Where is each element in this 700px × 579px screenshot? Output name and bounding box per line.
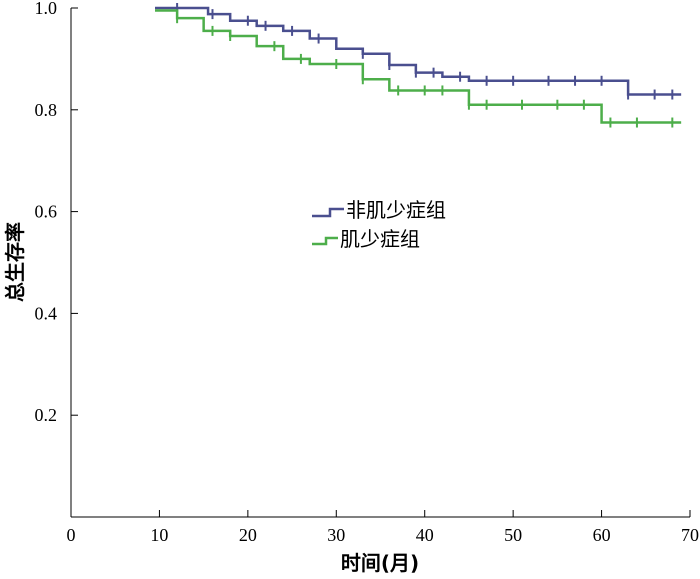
legend-swatch-non-sarcopenia bbox=[312, 207, 344, 218]
legend: 非肌少症组 肌少症组 bbox=[312, 198, 446, 251]
axis-ticks: 0 10 20 30 40 50 60 70 0.2 0.4 0.6 0.8 1.0 bbox=[35, 0, 700, 545]
x-axis-title: 时间(月) bbox=[341, 551, 419, 575]
y-tick-label: 1.0 bbox=[35, 0, 58, 18]
series-line-non-sarcopenia bbox=[155, 6, 682, 96]
y-tick-label: 0.6 bbox=[35, 202, 58, 222]
y-tick-label: 0.4 bbox=[35, 303, 58, 323]
x-tick-label: 30 bbox=[327, 525, 345, 545]
plot-area bbox=[70, 8, 690, 518]
x-tick-label: 0 bbox=[67, 525, 76, 545]
series-layer bbox=[155, 3, 682, 128]
legend-label-sarcopenia: 肌少症组 bbox=[340, 227, 420, 251]
y-axis-title: 总生存率 bbox=[3, 222, 27, 302]
x-tick-label: 10 bbox=[150, 525, 168, 545]
x-tick-label: 20 bbox=[239, 525, 257, 545]
y-tick-label: 0.8 bbox=[35, 100, 58, 120]
y-tick-label: 0.2 bbox=[35, 405, 58, 425]
legend-item-sarcopenia: 肌少症组 bbox=[312, 227, 420, 251]
legend-swatch-sarcopenia bbox=[312, 236, 338, 246]
series-line-sarcopenia bbox=[155, 9, 682, 124]
x-tick-label: 50 bbox=[504, 525, 522, 545]
legend-item-non-sarcopenia: 非肌少症组 bbox=[312, 198, 446, 222]
x-tick-label: 60 bbox=[593, 525, 611, 545]
legend-label-non-sarcopenia: 非肌少症组 bbox=[346, 198, 446, 222]
x-tick-label: 40 bbox=[416, 525, 434, 545]
x-tick-label: 70 bbox=[681, 525, 699, 545]
